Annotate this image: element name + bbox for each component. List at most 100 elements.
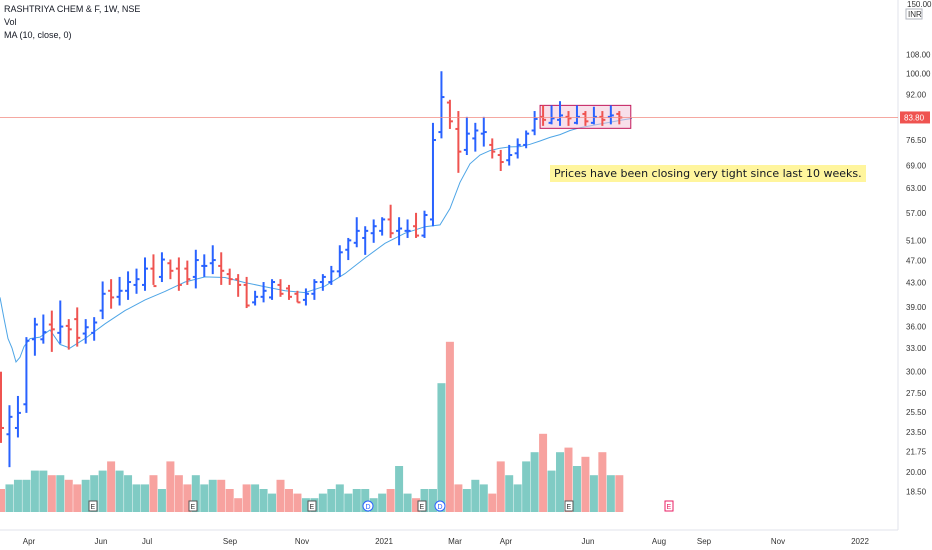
earnings-marker-box: [88, 500, 98, 512]
volume-bar: [166, 461, 175, 512]
volume-bar: [208, 479, 217, 512]
earnings-marker-box: [307, 500, 317, 512]
earnings-marker: E: [417, 500, 427, 512]
volume-bar: [0, 489, 5, 512]
earnings-marker: E: [664, 500, 674, 512]
ohlc-bar: [14, 395, 21, 438]
annotation-note[interactable]: Prices have been closing very tight sinc…: [550, 165, 866, 182]
ohlc-bar: [260, 282, 267, 303]
ohlc-bar: [362, 226, 369, 255]
ohlc-bar: [175, 257, 182, 291]
price-tick-label: 27.50: [906, 389, 927, 398]
price-tick-label: 57.00: [906, 209, 927, 218]
time-tick-label: 2021: [375, 537, 393, 546]
earnings-marker-box: [664, 500, 674, 512]
ohlc-bar: [158, 252, 165, 283]
ohlc-bar: [218, 252, 225, 285]
price-tick-label: 30.00: [906, 368, 927, 377]
volume-bar: [615, 475, 624, 512]
volume-bar: [445, 341, 454, 512]
time-tick-label: Nov: [295, 537, 309, 546]
ohlc-bar: [116, 276, 123, 306]
volume-bar: [13, 479, 22, 512]
ohlc-bar: [396, 217, 403, 246]
ohlc-bar: [31, 317, 38, 356]
price-tick-label: 23.50: [906, 428, 927, 437]
ohlc-bar: [523, 130, 530, 149]
price-tick-label: 63.00: [906, 184, 927, 193]
price-tick-label: 39.00: [906, 303, 927, 312]
volume-bar: [5, 484, 14, 512]
volume-bar: [200, 484, 209, 512]
ohlc-bar: [57, 300, 64, 344]
ohlc-bar: [463, 116, 470, 156]
volume-bar: [403, 493, 412, 512]
volume-bar: [496, 461, 505, 512]
volume-bar: [530, 452, 539, 512]
volume-bar: [462, 489, 471, 512]
ohlc-bar: [599, 111, 606, 126]
ohlc-bar: [235, 274, 242, 297]
ohlc-bar: [277, 279, 284, 297]
ohlc-bar: [573, 105, 580, 125]
ohlc-bar: [108, 279, 115, 309]
ohlc-bar: [23, 337, 30, 413]
volume-bar: [454, 484, 463, 512]
time-tick-label: Sep: [223, 537, 238, 546]
ohlc-bar: [302, 288, 309, 306]
legend-volume[interactable]: Vol: [4, 17, 17, 27]
volume-bar: [225, 489, 234, 512]
volume-bar: [149, 475, 158, 512]
ohlc-bar: [353, 217, 360, 248]
ohlc-bar: [0, 371, 4, 443]
ohlc-bar: [285, 284, 292, 300]
legend-ma[interactable]: MA (10, close, 0): [4, 30, 72, 40]
ohlc-bar: [167, 259, 174, 280]
earnings-marker: E: [88, 500, 98, 512]
ohlc-bar: [252, 290, 259, 306]
time-tick-label: Apr: [23, 537, 36, 546]
price-tick-label: 92.00: [906, 90, 927, 99]
volume-bar: [124, 475, 133, 512]
ohlc-bar: [413, 212, 420, 238]
volume-bar: [556, 452, 565, 512]
volume-bar: [547, 470, 556, 512]
ohlc-bar: [387, 204, 394, 238]
time-axis[interactable]: Apr Jun Jul Sep Nov 2021 Mar Apr Jun Aug Sep Nov 202…: [23, 537, 870, 546]
chart-legend: RASHTRIYA CHEM & F, 1W, NSE Vol MA (10, …: [4, 3, 140, 42]
volume-bar: [488, 493, 497, 512]
event-marker-text: E: [567, 504, 572, 511]
dividend-marker-circle: [434, 500, 446, 512]
volume-bar: [318, 493, 327, 512]
event-marker-text: E: [91, 504, 96, 511]
ohlc-bar: [184, 260, 191, 285]
ohlc-bar: [506, 144, 513, 166]
ohlc-bar: [269, 279, 276, 300]
ohlc-bar: [404, 219, 411, 238]
ohlc-bar: [607, 105, 614, 125]
volume-bar: [606, 475, 615, 512]
event-marker-text: E: [420, 504, 425, 511]
volume-bar: [73, 484, 82, 512]
ohlc-bar: [40, 314, 47, 344]
last-price-badge: [900, 111, 930, 124]
ohlc-bar: [489, 138, 496, 159]
volume-bar: [428, 489, 437, 512]
volume-bar: [276, 479, 285, 512]
event-marker-text: E: [310, 504, 315, 511]
volume-bar: [47, 475, 56, 512]
ma-line: [0, 117, 633, 364]
ohlc-bar: [438, 71, 445, 139]
earnings-marker: E: [188, 500, 198, 512]
price-axis[interactable]: 108.00 100.00 92.00 76.50 69.00 63.00 57.00 51.…: [906, 51, 931, 497]
legend-symbol[interactable]: RASHTRIYA CHEM & F, 1W, NSE: [4, 4, 141, 14]
volume-bar: [30, 470, 39, 512]
time-tick-label: Jun: [95, 537, 108, 546]
price-tick-label: 43.00: [906, 279, 927, 288]
volume-bar: [589, 475, 598, 512]
volume-bar: [81, 479, 90, 512]
price-tick-label: 18.50: [906, 487, 927, 496]
